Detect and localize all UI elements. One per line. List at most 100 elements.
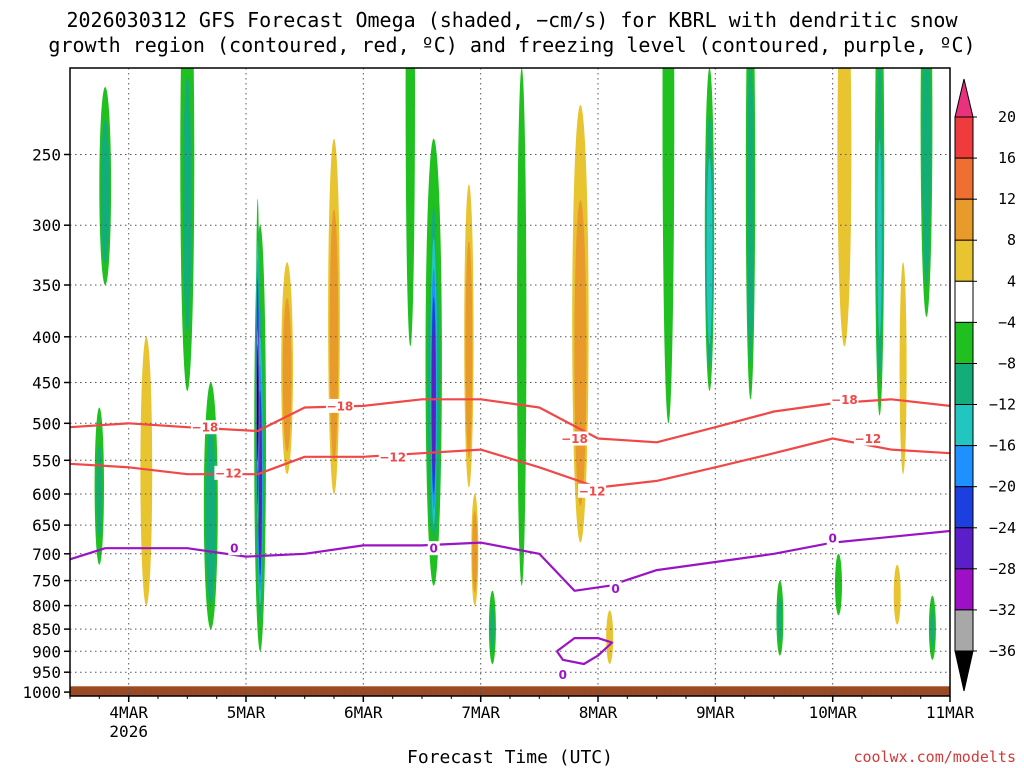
contour-label: −18 [192,421,219,435]
omega-shade [102,150,108,242]
contour-layer: −18 −18 −18 −18 −12 −12 −12 −12 0 0 0 0 0 [70,392,950,682]
y-tick-label: 900 [32,642,61,661]
colorbar-label: −36 [989,642,1016,660]
y-tick-label: 1000 [22,683,61,702]
omega-feature [704,68,715,391]
x-tick-sublabel: 2026 [109,722,148,741]
omega-shade [777,596,783,642]
omega-feature [572,104,589,543]
omega-shade [895,577,900,614]
omega-feature [606,610,614,664]
freezing-level-closed-0c-contour: 0 [555,637,614,682]
omega-shade [518,240,525,524]
omega-feature [255,198,260,543]
omega-feature [517,68,527,586]
contour-label: −12 [579,484,606,498]
omega-shading-layer [94,68,936,665]
colorbar-swatch [954,486,974,529]
y-tick-label: 600 [32,485,61,504]
omega-shade [466,290,472,427]
omega-feature [928,595,936,660]
colorbar-bottom-triangle [954,650,974,692]
colorbar-swatch [954,609,974,652]
colorbar: 20 16 12 8 4 −4 −8 −12 −16 −20 −24 −28 −32 −36 [954,78,1016,692]
omega-shade [664,68,672,356]
omega-shade [96,444,103,538]
omega-feature [662,68,675,424]
omega-shade [901,314,906,441]
colorbar-label: −32 [989,601,1016,619]
omega-shade [257,359,259,451]
ground-surface [70,686,950,696]
contour-label: 0 [230,542,238,556]
y-tick-label: 250 [32,146,61,165]
omega-shade [207,464,215,578]
colorbar-label: −4 [998,313,1016,331]
omega-feature [745,68,756,400]
x-tick-label: 5MAR [227,703,266,722]
y-tick-label: 850 [32,620,61,639]
contour-label: 0 [829,532,837,546]
omega-feature [776,580,784,656]
contour-label-bg [560,431,589,446]
colorbar-swatch [954,116,974,159]
omega-shade [407,68,414,285]
dgz-minus18-line [70,398,950,444]
omega-feature [180,68,195,391]
omega-feature [837,68,852,347]
contour-label-bg [830,392,859,407]
dgz-minus12-contour: −12 −12 −12 −12 [70,431,950,498]
omega-feature [893,564,901,625]
omega-shade [877,139,882,337]
contour-label-bg [609,581,622,596]
colorbar-label: −28 [989,560,1016,578]
x-tick-label: 4MAR [109,703,148,722]
colorbar-label: −20 [989,478,1016,496]
colorbar-swatch [954,239,974,282]
colorbar-swatch [954,280,974,323]
contour-label: −18 [561,432,588,446]
omega-feature [94,407,105,565]
colorbar-swatch [954,157,974,200]
y-tick-label: 550 [32,451,61,470]
contour-label: 0 [430,542,438,556]
omega-feature [874,68,885,416]
y-tick-label: 750 [32,572,61,591]
colorbar-label: 20 [998,108,1016,126]
colorbar-label: −16 [989,437,1016,455]
omega-feature [488,590,496,665]
dgz-minus18-contour: −18 −18 −18 −18 [70,392,950,446]
omega-feature [328,138,340,495]
omega-feature [464,184,474,488]
colorbar-label: −24 [989,519,1016,537]
omega-shade [748,131,753,322]
omega-shade [142,407,150,565]
contour-label-bg [214,465,243,480]
grid-lines [70,68,951,696]
contour-label-bg [427,541,440,556]
contour-label: −12 [855,432,882,446]
chart-title-line-2: growth region (contoured, red, ºC) and f… [48,33,975,57]
colorbar-label: 16 [998,149,1016,167]
colorbar-swatch [954,568,974,611]
colorbar-label: 8 [1007,231,1016,249]
omega-shade [607,621,612,654]
omega-feature [899,262,907,475]
omega-shade [183,75,192,333]
omega-shade [284,331,290,428]
y-tick-label: 400 [32,328,61,347]
colorbar-label: 12 [998,190,1016,208]
contour-label: 0 [611,582,619,596]
omega-shade [707,195,712,319]
y-tick-label: 300 [32,216,61,235]
omega-shade [840,71,849,294]
colorbar-swatch [954,198,974,241]
omega-feature [471,494,479,606]
contour-label: −18 [831,393,858,407]
credit-text: coolwx.com/modelts [853,748,1016,766]
x-axis-label: Forecast Time (UTC) [407,747,613,768]
colorbar-top-triangle [954,78,974,118]
omega-shade [259,437,262,544]
